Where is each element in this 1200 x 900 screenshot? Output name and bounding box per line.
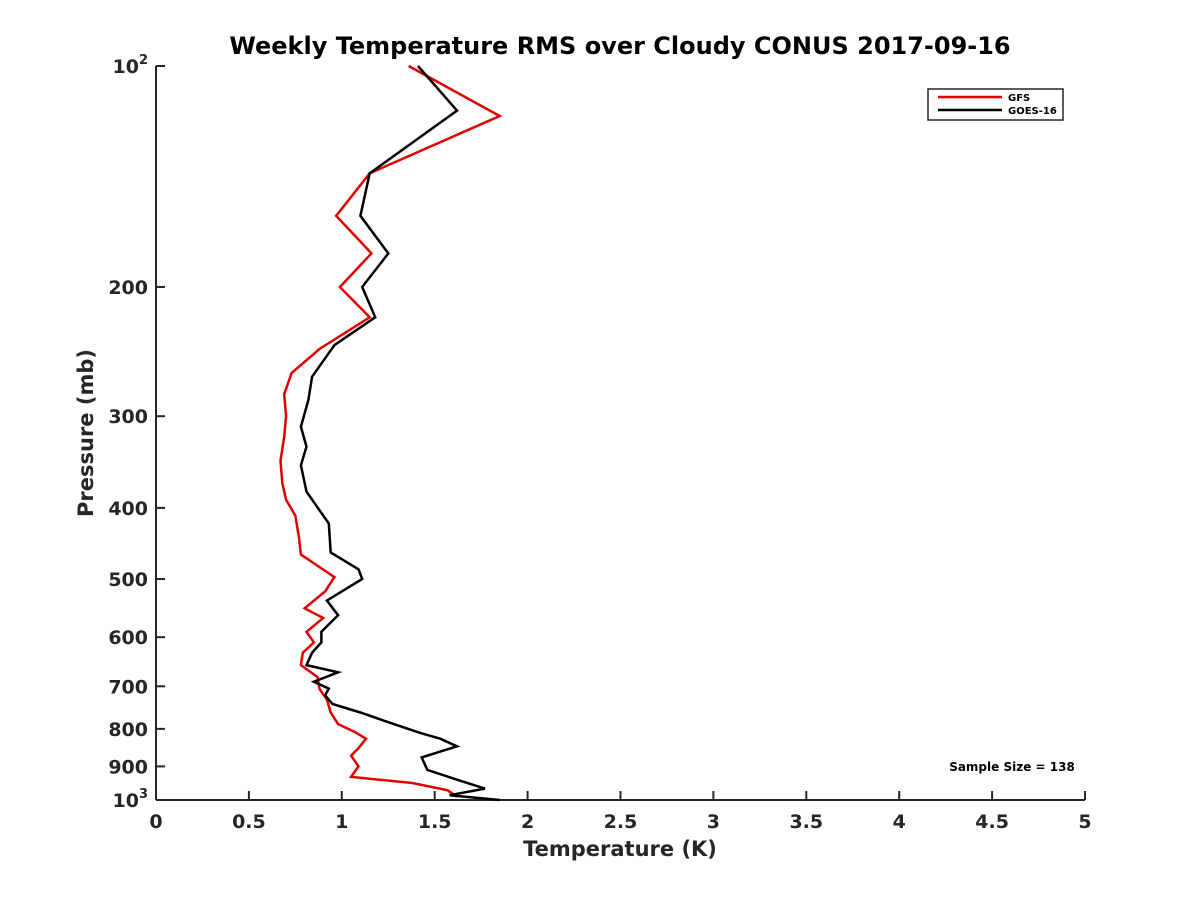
y-tick-label: 900 — [108, 756, 148, 778]
x-tick-label: 1 — [335, 811, 348, 833]
x-tick-label: 4.5 — [975, 811, 1009, 833]
y-tick-label: 800 — [108, 719, 148, 741]
x-tick-label: 0 — [149, 811, 162, 833]
y-axis-label: Pressure (mb) — [74, 349, 98, 517]
x-tick-label: 3.5 — [789, 811, 823, 833]
x-tick-label: 2 — [521, 811, 534, 833]
y-tick-label: 200 — [108, 277, 148, 299]
y-tick-label: 300 — [108, 406, 148, 428]
series-line-gfs — [279, 64, 503, 798]
legend: GFS GOES-16 — [927, 88, 1064, 121]
sample-size-annotation: Sample Size = 138 — [949, 760, 1075, 774]
x-tick-label: 1.5 — [418, 811, 452, 833]
series-layer — [279, 64, 503, 802]
series-line-goes16 — [299, 65, 500, 802]
x-ticks: 0 0.5 1 1.5 2 2.5 3 3.5 4 4.5 5 — [149, 791, 1092, 833]
x-tick-label: 2.5 — [604, 811, 638, 833]
y-tick-label: 102 — [113, 53, 149, 78]
y-ticks: 102 200 300 400 500 600 700 800 900 103 — [108, 53, 165, 812]
x-tick-label: 5 — [1078, 811, 1091, 833]
y-tick-label: 600 — [108, 627, 148, 649]
legend-box — [927, 88, 1064, 121]
legend-label-goes16: GOES-16 — [1008, 106, 1057, 117]
x-tick-label: 0.5 — [232, 811, 266, 833]
y-tick-label: 500 — [108, 569, 148, 591]
x-tick-label: 4 — [893, 811, 906, 833]
chart-title: Weekly Temperature RMS over Cloudy CONUS… — [229, 32, 1010, 60]
legend-label-gfs: GFS — [1008, 93, 1030, 104]
y-tick-label: 700 — [108, 676, 148, 698]
y-tick-label: 400 — [108, 498, 148, 520]
x-axis-label: Temperature (K) — [523, 837, 717, 861]
x-tick-label: 3 — [707, 811, 720, 833]
y-tick-label: 103 — [113, 787, 149, 812]
